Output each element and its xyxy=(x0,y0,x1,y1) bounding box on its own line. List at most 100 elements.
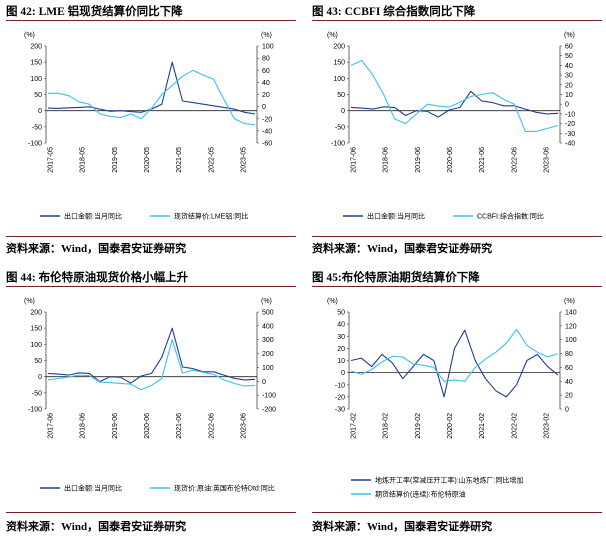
right-tick-label: 100 xyxy=(262,365,274,372)
left-tick-label: 50 xyxy=(34,358,42,365)
series-line-1 xyxy=(350,90,559,118)
right-tick-label: -40 xyxy=(262,128,272,135)
left-tick-label: 0 xyxy=(38,374,42,381)
right-tick-label: -40 xyxy=(565,141,575,148)
series-line-1 xyxy=(47,327,256,384)
right-tick-label: 60 xyxy=(565,365,573,372)
right-tick-label: 20 xyxy=(565,82,573,89)
left-tick-label: 200 xyxy=(30,44,42,51)
left-tick-label: 200 xyxy=(30,310,42,317)
x-tick-label: 2018-06 xyxy=(383,147,390,173)
x-tick-label: 2020-02 xyxy=(447,413,454,439)
x-tick-label: 2021-06 xyxy=(479,147,486,173)
right-tick-label: 140 xyxy=(565,310,577,317)
title-rule xyxy=(6,20,296,21)
left-tick-label: 50 xyxy=(337,92,345,99)
right-axis-unit: (%) xyxy=(564,298,575,305)
left-tick-label: 20 xyxy=(337,346,345,353)
left-tick-label: 30 xyxy=(337,334,345,341)
figure-42: 图 42: LME 铝现货结算价同比下降 (%) (%) 200 150 100 50 0-… xyxy=(0,0,303,271)
x-tick-label: 2020-05 xyxy=(144,147,151,173)
chart-figure-43: (%) (%)200150100500-50-1006050403020100-1… xyxy=(327,32,575,221)
right-tick-label: -200 xyxy=(262,407,276,414)
legend-label-2: 现货结算价:LME铝:同比 xyxy=(174,212,248,221)
right-tick-label: -10 xyxy=(565,111,575,118)
x-tick-label: 2019-05 xyxy=(112,147,119,173)
right-tick-label: 120 xyxy=(565,323,577,330)
right-tick-label: 500 xyxy=(262,310,274,317)
left-axis-unit: (%) xyxy=(327,298,338,305)
right-tick-label: 0 xyxy=(565,102,569,109)
source-rule xyxy=(312,236,602,237)
x-tick-label: 2019-06 xyxy=(415,147,422,173)
left-tick-label: 150 xyxy=(30,326,42,333)
x-tick-label: 2017-06 xyxy=(48,413,55,439)
legend-label-1: 出口金额:当月同比 xyxy=(64,484,122,493)
title-rule xyxy=(6,286,296,287)
figure-45: 图 45:布伦特原油期货结算价下降 (%) (%) 50 40 30 20 10 0 -10 -2… xyxy=(303,266,606,542)
series-line-2 xyxy=(350,328,559,382)
x-tick-label: 2018-05 xyxy=(80,147,87,173)
right-tick-label: 40 xyxy=(565,379,573,386)
x-tick-label: 2020-06 xyxy=(144,413,151,439)
right-tick-label: 80 xyxy=(565,351,573,358)
title-rule xyxy=(312,20,602,21)
left-tick-label: -100 xyxy=(331,141,345,148)
left-tick-label: -20 xyxy=(335,394,345,401)
left-tick-label: 100 xyxy=(30,342,42,349)
source-rule xyxy=(6,512,296,513)
right-tick-label: -100 xyxy=(262,393,276,400)
x-tick-label: 2017-05 xyxy=(48,147,55,173)
left-tick-label: -50 xyxy=(335,124,345,131)
left-axis-unit: (%) xyxy=(24,32,35,39)
figure-43: 图 43: CCBFI 综合指数同比下降 (%) (%) 200 150 100 50 0-… xyxy=(303,0,606,271)
figure-title: 图 43: CCBFI 综合指数同比下降 xyxy=(312,6,476,18)
source-note: 资料来源：Wind，国泰君安证券研究 xyxy=(6,521,187,533)
right-tick-label: 200 xyxy=(262,351,274,358)
right-tick-label: 0 xyxy=(262,379,266,386)
legend-label-1: 出口金额:当月同比 xyxy=(64,212,122,221)
right-tick-label: 400 xyxy=(262,323,274,330)
x-tick-label: 2022-06 xyxy=(208,413,215,439)
left-tick-label: 0 xyxy=(38,108,42,115)
x-tick-label: 2019-06 xyxy=(112,413,119,439)
title-rule xyxy=(312,286,602,287)
series-line-1 xyxy=(47,61,256,115)
left-tick-label: 50 xyxy=(337,310,345,317)
legend-label-2: 现货价:原油:英国布伦特Dtd:同比 xyxy=(174,484,275,493)
x-tick-label: 2020-06 xyxy=(447,147,454,173)
series-line-1 xyxy=(350,329,559,398)
right-tick-label: 100 xyxy=(565,337,577,344)
right-tick-label: 40 xyxy=(565,63,573,70)
x-tick-label: 2021-05 xyxy=(176,147,183,173)
x-tick-label: 2023-05 xyxy=(241,147,248,173)
x-tick-label: 2021-02 xyxy=(479,413,486,439)
figure-title: 图 44: 布伦特原油现货价格小幅上升 xyxy=(6,272,189,284)
x-tick-label: 2019-02 xyxy=(415,413,422,439)
right-tick-label: 60 xyxy=(262,68,270,75)
series-line-2 xyxy=(47,339,256,391)
right-tick-label: 10 xyxy=(565,92,573,99)
left-tick-label: 150 xyxy=(333,60,345,67)
x-tick-label: 2021-06 xyxy=(176,413,183,439)
figure-44: 图 44: 布伦特原油现货价格小幅上升 (%) (%) 200 150 100 50 0 -5… xyxy=(0,266,303,542)
series-line-2 xyxy=(350,59,559,132)
source-note: 资料来源：Wind，国泰君安证券研究 xyxy=(312,243,493,255)
legend-label-1: 地炼开工率(常减压开工率):山东地炼厂:同比增加 xyxy=(375,476,524,485)
x-tick-label: 2022-02 xyxy=(511,413,518,439)
x-tick-label: 2018-02 xyxy=(383,413,390,439)
source-note: 资料来源：Wind，国泰君安证券研究 xyxy=(6,243,187,255)
left-tick-label: 200 xyxy=(333,44,345,51)
left-tick-label: 10 xyxy=(337,358,345,365)
right-tick-label: 0 xyxy=(262,104,266,111)
right-tick-label: 20 xyxy=(565,393,573,400)
source-rule xyxy=(312,512,602,513)
left-tick-label: -100 xyxy=(28,407,42,414)
right-axis-unit: (%) xyxy=(261,298,272,305)
chart-figure-44: (%) (%)200150100500-50-100500400300200100… xyxy=(24,298,276,493)
legend-label-2: CCBFI:综合指数:同比 xyxy=(477,212,544,221)
source-rule xyxy=(6,236,296,237)
right-axis-unit: (%) xyxy=(564,32,575,39)
right-tick-label: -30 xyxy=(565,131,575,138)
left-axis-unit: (%) xyxy=(24,298,35,305)
